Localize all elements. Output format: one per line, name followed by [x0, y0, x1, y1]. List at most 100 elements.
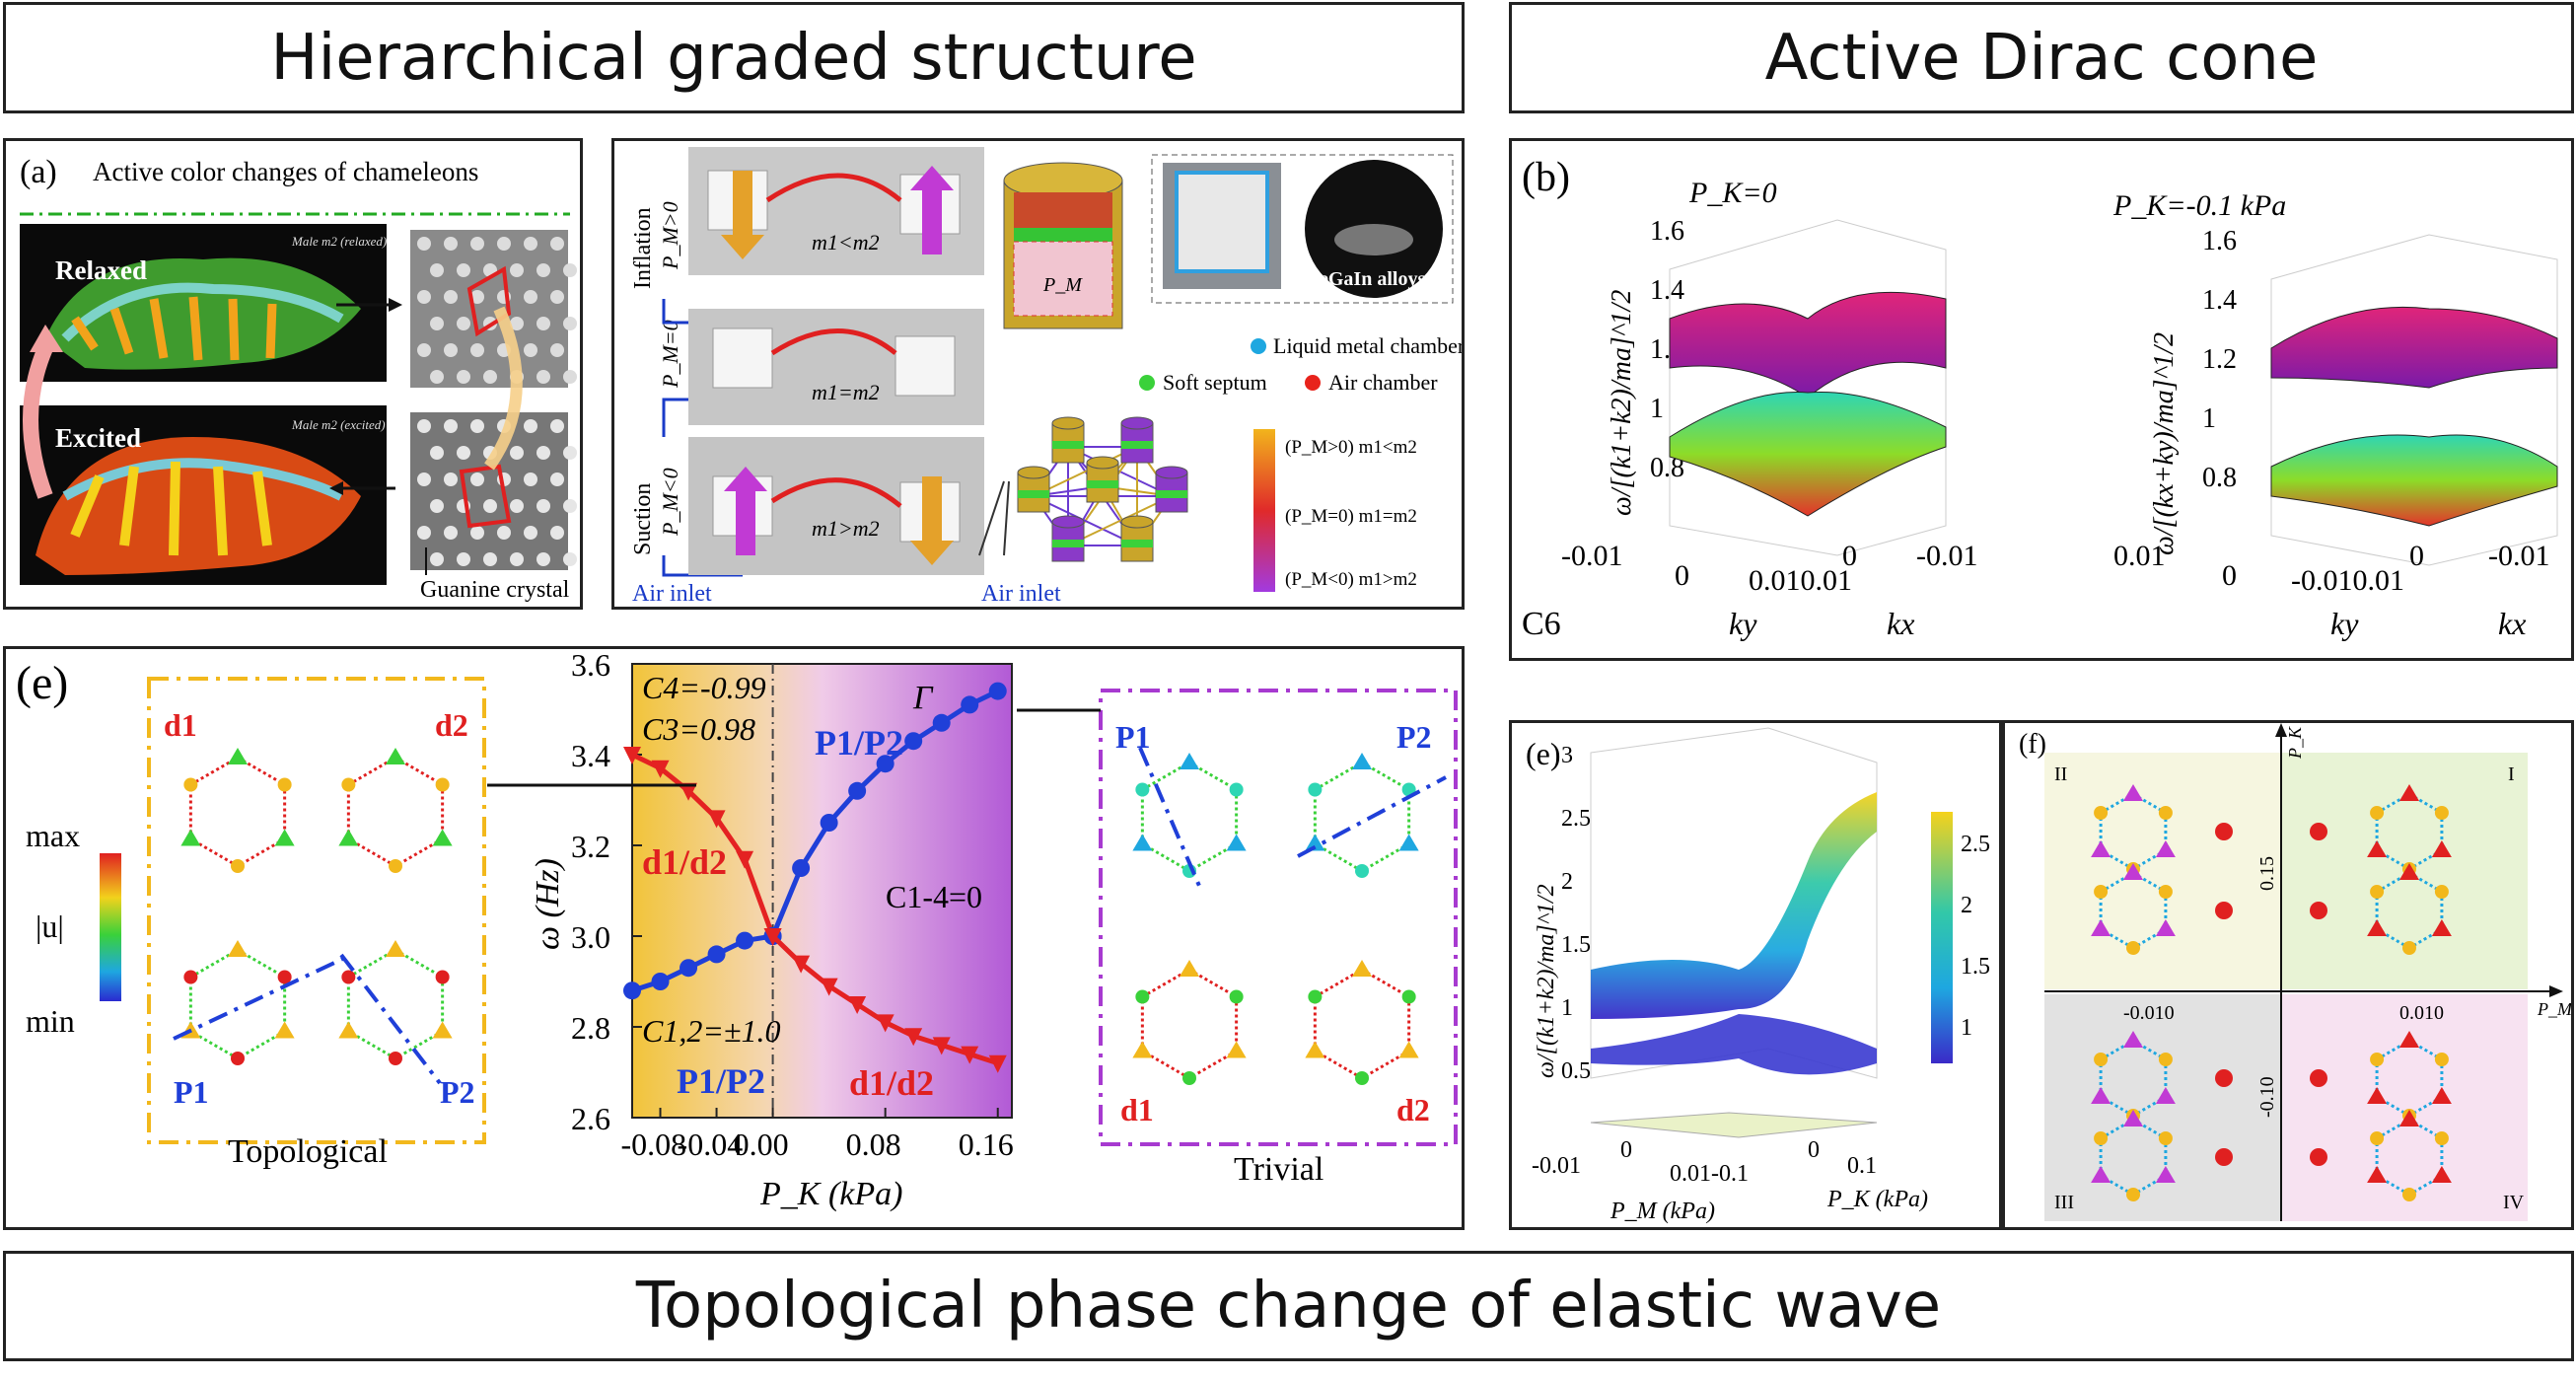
branch-d1d2-bot: d1/d2	[849, 1063, 934, 1103]
sem-excited	[410, 412, 568, 570]
panel-f-graphic: (f) II I III IV P_K P_M 0.15 -0.10 -0.01…	[2019, 723, 2573, 1221]
y-tick-label: 2.8	[571, 1010, 610, 1046]
q2-label: II	[2054, 763, 2067, 785]
sem-relaxed	[410, 230, 568, 388]
small-xtick: 0.1	[1847, 1153, 1877, 1179]
f-tick-left: -0.010	[2123, 1002, 2175, 1024]
m-equal-label: m1=m2	[812, 380, 880, 404]
dispersion-surface-lower	[1591, 1014, 1877, 1075]
data-point	[651, 973, 670, 990]
branch-d1d2-top: d1/d2	[642, 842, 727, 882]
right-ylabel: ω/[(kx+ky)/ma]^1/2	[2149, 332, 2180, 555]
scale-max: max	[26, 818, 80, 853]
data-point	[680, 959, 698, 978]
small-ylabel: ω/[(k1+k2)/ma]^1/2	[1534, 884, 1559, 1078]
pm-positive: P_M>0	[658, 201, 682, 270]
data-point	[988, 682, 1007, 700]
inflation-label: Inflation	[630, 207, 656, 289]
right-ky: ky	[2330, 606, 2359, 641]
phase-chart: 3.6 3.4 3.2 3.0 2.8 2.6 -0.08-0.040.00 0.08 0.16…	[530, 647, 1014, 1212]
relaxed-label: Relaxed	[55, 255, 147, 285]
right-xtick: 0.01	[2113, 540, 2166, 572]
q4-label: IV	[2503, 1192, 2525, 1213]
trivial-frame	[1099, 689, 1458, 1146]
y-tick-label: 3.6	[571, 649, 610, 683]
data-point	[820, 978, 838, 996]
y-tick-label: 3.0	[571, 919, 610, 955]
small-xlabel-pm: P_M (kPa)	[1610, 1199, 1715, 1224]
right-kx: kx	[2498, 606, 2526, 641]
pm-color-scale	[1253, 429, 1275, 592]
right-ytick: 0.8	[2202, 463, 2237, 493]
left-xtick: 0.010.01	[1749, 564, 1852, 597]
panel-e-small-label: (e)	[1526, 736, 1561, 771]
panel-a-graphic: (a) Active color changes of chameleons R…	[20, 154, 577, 603]
data-point	[763, 928, 782, 946]
small-xtick: 0	[1620, 1137, 1632, 1163]
topological-label: Topological	[228, 1133, 388, 1170]
small-xtick: 0	[1808, 1137, 1820, 1163]
suction-label: Suction	[630, 483, 656, 555]
pm-zero: P_M=0	[658, 320, 682, 389]
air-inlet-1: Air inlet	[632, 581, 712, 607]
small-ytick: 1	[1561, 995, 1573, 1021]
x-tick-label: 0.16	[959, 1127, 1014, 1162]
quadrant-IV	[2281, 994, 2528, 1221]
legend-air: Air chamber	[1328, 370, 1438, 395]
legend-septum: Soft septum	[1163, 370, 1267, 395]
header-right-text: Active Dirac cone	[1764, 21, 2319, 95]
panel-e-graphic: (e) max |u| min d1 d2 P1 P2 Topological …	[16, 647, 1458, 1212]
small-colorbar	[1931, 812, 1953, 1063]
excited-label: Excited	[55, 423, 141, 453]
scale-top: (P_M>0) m1<m2	[1285, 437, 1417, 458]
panel-e-main: (e) max |u| min d1 d2 P1 P2 Topological …	[3, 646, 1465, 1230]
scale-u: |u|	[36, 909, 64, 944]
small-cbar-tick: 2	[1961, 893, 1972, 918]
c3-annotation: C3=0.98	[642, 711, 755, 747]
panel-e-small: (e) ω/[(k1+k2)/ma]^1/2 3 2.5 2 1.5 1 0.5 2.5 2…	[1509, 720, 2002, 1230]
right-lower-band	[2270, 434, 2558, 527]
crystal-label: Guanine crystal	[420, 577, 570, 603]
right-plot-title: P_K=-0.1 kPa	[2112, 189, 2286, 222]
air-inlet-2: Air inlet	[981, 581, 1061, 607]
panel-e-small-graphic: (e) ω/[(k1+k2)/ma]^1/2 3 2.5 2 1.5 1 0.5 2.5 2…	[1526, 727, 1990, 1224]
tag-relaxed: Male m2 (relaxed)	[291, 234, 387, 249]
quadrant-lattices	[2091, 784, 2452, 1201]
small-cbar-tick: 2.5	[1961, 832, 1990, 857]
right-ytick: 1.6	[2202, 226, 2237, 256]
trivial-lattice	[1132, 753, 1419, 1085]
right-ytick: 1	[2202, 403, 2216, 434]
c6-label: C6	[1522, 606, 1561, 642]
data-point	[904, 1028, 923, 1047]
legend-septum-dot	[1139, 375, 1155, 391]
m-less-label: m1<m2	[812, 230, 880, 254]
f-tick-top: 0.15	[2256, 856, 2278, 891]
data-point	[876, 755, 894, 773]
panel-f: (f) II I III IV P_K P_M 0.15 -0.10 -0.01…	[2002, 720, 2574, 1230]
data-point	[707, 810, 726, 829]
triv-P1: P1	[1115, 719, 1151, 755]
f-pm-label: P_M	[2537, 999, 2571, 1019]
f-tick-right: 0.010	[2399, 1002, 2444, 1024]
gamma-label: Γ	[912, 680, 934, 716]
x-tick-label: 0.08	[846, 1127, 901, 1162]
panel-f-label: (f)	[2019, 729, 2046, 760]
small-xtick: 0.01-0.1	[1670, 1161, 1749, 1187]
data-point	[707, 945, 726, 964]
small-ytick: 2	[1561, 869, 1573, 895]
left-kx: kx	[1887, 606, 1914, 641]
scale-min: min	[26, 1003, 75, 1039]
left-upper-band	[1669, 291, 1947, 399]
c14-annotation: C1-4=0	[886, 879, 982, 914]
data-point	[792, 955, 811, 974]
color-change-arrow	[23, 344, 53, 499]
topological-frame	[147, 677, 486, 1144]
data-point	[680, 782, 698, 801]
q1-label: I	[2508, 763, 2515, 785]
left-xtick: -0.01	[1561, 540, 1623, 572]
panel-b: (b) C6 P_K=0 ω/[(k1+k2)/ma]^1/2 1.6 1.4 1.…	[1509, 138, 2574, 661]
small-xlabel-pk: P_K (kPa)	[1826, 1187, 1928, 1212]
x-tick-label: -0.04	[678, 1127, 744, 1162]
data-point	[932, 1037, 951, 1055]
data-point	[961, 695, 979, 714]
